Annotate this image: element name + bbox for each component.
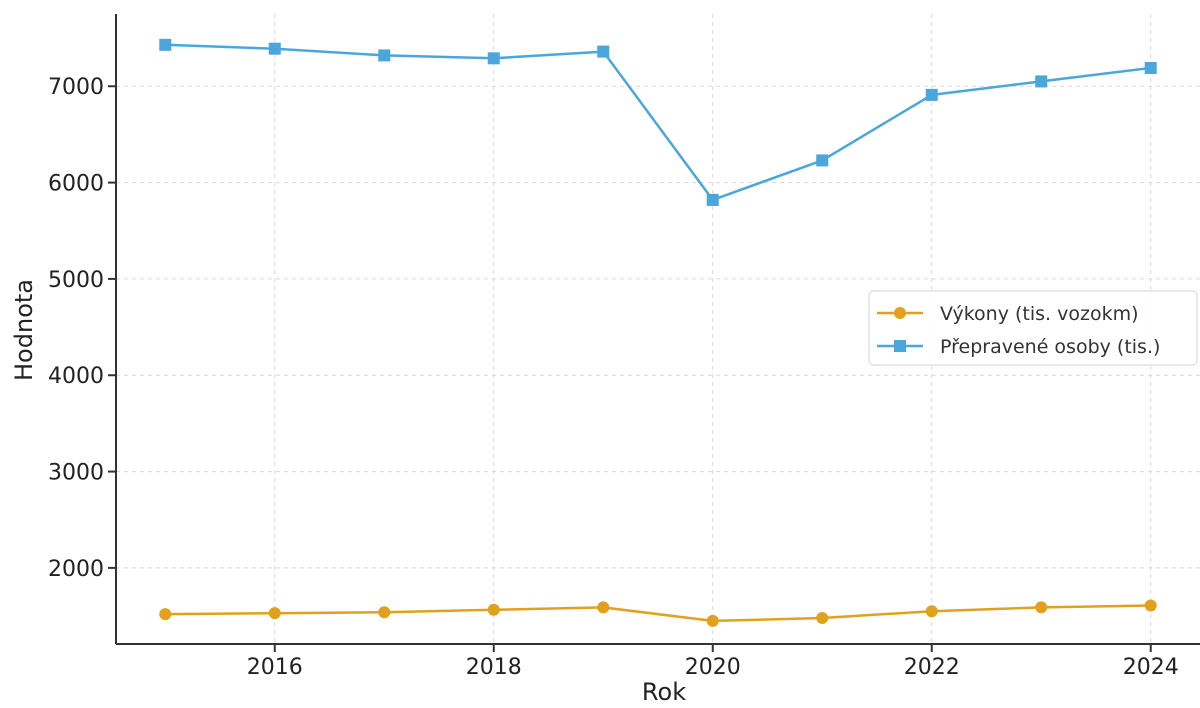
data-point-1	[1144, 61, 1157, 74]
legend-label-osoby: Přepravené osoby (tis.)	[940, 336, 1160, 358]
data-point-0	[378, 606, 391, 619]
x-tick-label: 2024	[1123, 655, 1179, 680]
legend-box	[868, 290, 1198, 366]
data-point-1	[925, 88, 938, 101]
y-tick-label: 2000	[48, 557, 104, 582]
data-point-1	[706, 193, 719, 206]
data-point-1	[268, 42, 281, 55]
legend-label-vykony: Výkony (tis. vozokm)	[940, 303, 1139, 325]
data-point-0	[597, 601, 610, 614]
legend-marker-osoby	[894, 340, 906, 352]
data-point-1	[1035, 75, 1048, 88]
x-tick-label: 2020	[685, 655, 741, 680]
series-layer	[159, 38, 1157, 627]
y-axis-label: Hodnota	[10, 279, 38, 381]
data-point-0	[1035, 601, 1048, 614]
series-line-1	[165, 43, 1151, 202]
data-point-0	[1144, 599, 1157, 612]
legend: Výkony (tis. vozokm) Přepravené osoby (t…	[868, 290, 1198, 366]
y-tick-label: 7000	[48, 75, 104, 100]
y-tick-label: 3000	[48, 461, 104, 486]
ticks: 2016 2018 2020 2022 2024 2000 3000 4000 5000 6000…	[48, 75, 1179, 680]
axes	[115, 14, 1200, 645]
data-point-1	[597, 45, 610, 58]
x-tick-label: 2016	[247, 655, 303, 680]
data-point-0	[487, 603, 500, 616]
x-tick-label: 2018	[466, 655, 522, 680]
y-tick-label: 6000	[48, 172, 104, 197]
series-line-0	[165, 604, 1151, 623]
data-point-0	[816, 611, 829, 624]
legend-marker-vykony	[894, 307, 906, 319]
data-point-1	[487, 52, 500, 65]
data-point-0	[268, 607, 281, 620]
y-tick-label: 5000	[48, 268, 104, 293]
x-tick-label: 2022	[904, 655, 960, 680]
data-point-0	[706, 614, 719, 627]
data-point-1	[159, 38, 172, 51]
y-tick-label: 4000	[48, 364, 104, 389]
data-point-1	[816, 154, 829, 167]
data-point-0	[925, 605, 938, 618]
data-point-0	[159, 608, 172, 621]
x-axis-label: Rok	[642, 678, 686, 706]
data-point-1	[378, 49, 391, 62]
